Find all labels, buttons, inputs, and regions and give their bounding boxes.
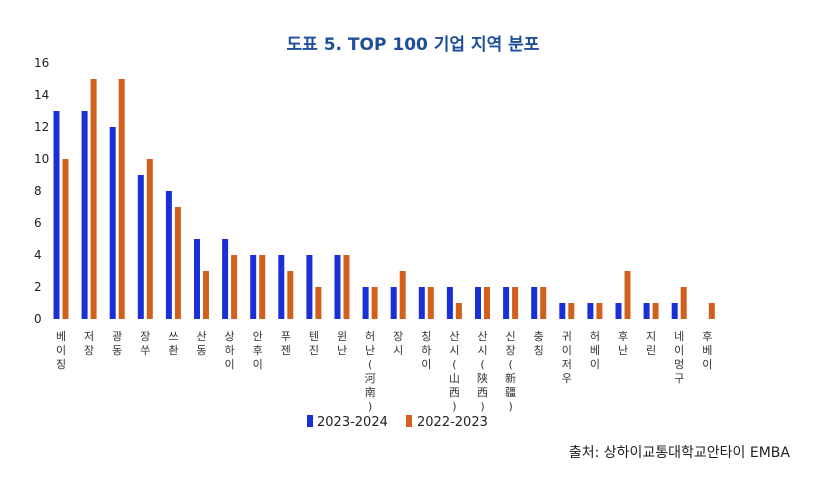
- bar-2023-2024-20: [587, 303, 594, 319]
- bar-2022-2023-24: [708, 303, 715, 319]
- bar-2022-2023-4: [146, 159, 153, 319]
- bar-2022-2023-18: [540, 287, 547, 319]
- bar-2023-2024-19: [559, 303, 566, 319]
- legend-label-2023-2024: 2023-2024: [317, 415, 388, 430]
- bar-2023-2024-11: [334, 255, 341, 319]
- category-label: 산 시 (山西): [449, 330, 460, 413]
- bar-2022-2023-2: [90, 79, 97, 319]
- bar-2022-2023-21: [624, 271, 631, 319]
- y-tick-label: 2: [34, 280, 42, 294]
- bar-2023-2024-3: [109, 127, 116, 319]
- bar-2023-2024-8: [250, 255, 257, 319]
- bar-2022-2023-7: [231, 255, 238, 319]
- bar-2023-2024-7: [222, 239, 229, 319]
- bar-2022-2023-17: [512, 287, 519, 319]
- y-axis: 0 2 4 6 8 10 12 14 16: [34, 56, 49, 326]
- bar-2023-2024-2: [81, 111, 88, 319]
- bar-2023-2024-4: [137, 175, 144, 319]
- bar-2022-2023-16: [484, 287, 490, 319]
- bar-2022-2023-10: [315, 287, 322, 319]
- y-tick-label: 4: [34, 248, 42, 262]
- bar-2022-2023-19: [568, 303, 575, 319]
- y-tick-label: 6: [34, 216, 42, 230]
- bar-2023-2024-22: [643, 303, 650, 319]
- legend: 2023-2024 2022-2023: [307, 415, 488, 430]
- bar-2023-2024-17: [503, 287, 510, 319]
- x-axis-labels: 베 이 징 저 장 광 동 장 쑤 쓰 촨 산 동 상 하 이 안 후 이 푸 젠 텐 진 윈 난 허 난 (河南) 장 시 칭 하 이 산 시 (山…: [56, 329, 712, 413]
- category-label: 신 장 (新疆): [505, 330, 516, 413]
- source-note: 출처: 상하이교통대학교안타이 EMBA: [569, 445, 791, 461]
- bar-2023-2024-5: [165, 191, 172, 319]
- bar-2022-2023-14: [427, 287, 434, 319]
- bar-2023-2024-18: [531, 287, 538, 319]
- y-tick-label: 0: [34, 312, 42, 326]
- bar-2023-2024-10: [306, 255, 313, 319]
- bar-2023-2024-12: [362, 287, 369, 319]
- bar-2022-2023-1: [62, 159, 69, 319]
- bar-2022-2023-15: [455, 303, 462, 319]
- category-label: 허 난 (河南): [365, 330, 376, 413]
- bar-2023-2024-13: [390, 287, 397, 319]
- y-tick-label: 14: [34, 88, 49, 102]
- bar-2022-2023-23: [680, 287, 687, 319]
- chart-title: 도표 5. TOP 100 기업 지역 분포: [287, 35, 540, 55]
- bar-2022-2023-11: [343, 255, 350, 319]
- bar-2023-2024-21: [615, 303, 622, 319]
- y-tick-label: 8: [34, 184, 42, 198]
- bar-2023-2024-15: [446, 287, 453, 319]
- bar-2022-2023-9: [287, 271, 294, 319]
- bar-2022-2023-5: [174, 207, 181, 319]
- bar-2023-2024-9: [278, 255, 285, 319]
- bar-2022-2023-6: [203, 271, 209, 319]
- bars: [53, 79, 715, 319]
- bar-2022-2023-22: [652, 303, 659, 319]
- legend-label-2022-2023: 2022-2023: [417, 415, 488, 430]
- bar-2023-2024-6: [194, 239, 200, 319]
- legend-swatch-2022-2023: [406, 415, 412, 427]
- bar-2023-2024-23: [671, 303, 678, 319]
- bar-2022-2023-8: [259, 255, 266, 319]
- legend-swatch-2023-2024: [307, 415, 313, 427]
- bar-2023-2024-16: [475, 287, 481, 319]
- y-tick-label: 10: [34, 152, 49, 166]
- bar-2022-2023-20: [596, 303, 603, 319]
- bar-2022-2023-13: [399, 271, 406, 319]
- y-tick-label: 12: [34, 120, 49, 134]
- bar-2023-2024-14: [418, 287, 425, 319]
- bar-2023-2024-1: [53, 111, 60, 319]
- category-label: 산 시 (陕西): [477, 330, 488, 413]
- bar-2022-2023-12: [371, 287, 378, 319]
- bar-2022-2023-3: [118, 79, 125, 319]
- y-tick-label: 16: [34, 56, 49, 70]
